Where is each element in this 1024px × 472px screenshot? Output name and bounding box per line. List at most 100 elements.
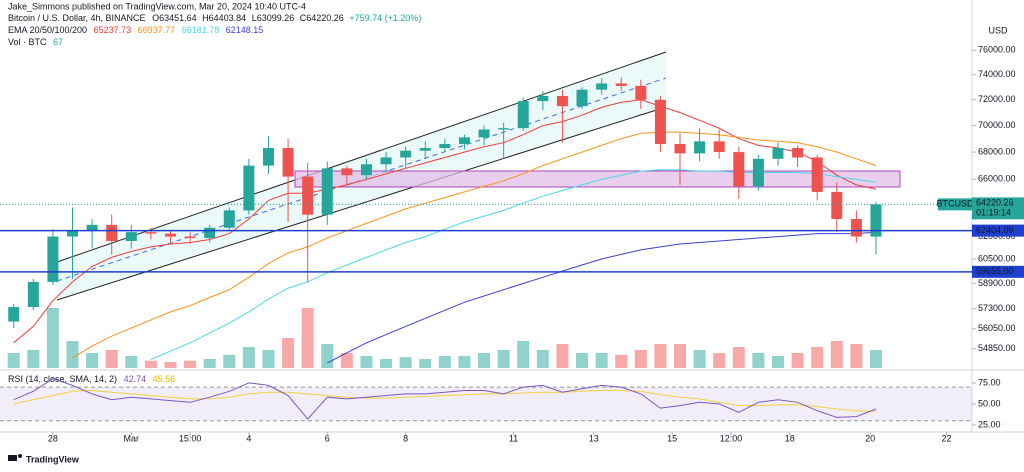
candle-body	[615, 83, 627, 86]
rsi-band	[0, 387, 972, 421]
candle-body	[223, 210, 235, 228]
volume-bar	[517, 341, 530, 368]
volume-bar	[321, 344, 334, 368]
candle-body	[596, 83, 608, 90]
volume-bar	[184, 360, 197, 368]
candle-body	[635, 85, 647, 100]
y-tick-label: 72000.00	[978, 94, 1016, 104]
candle-body	[341, 168, 353, 176]
ema-value: 62148.15	[226, 25, 264, 35]
candle-body	[243, 165, 255, 211]
candle-body	[556, 95, 568, 107]
legend-volume: Vol · BTC 67	[8, 37, 63, 47]
volume-bar	[732, 347, 745, 368]
volume-bar	[478, 353, 491, 368]
rsi-y-tick-label: 75.00	[978, 377, 1001, 387]
volume-bar	[458, 356, 471, 368]
volume-bar	[713, 353, 726, 368]
brand: TradingView	[26, 454, 80, 464]
legend-rsi: RSI (14, close, SMA, 14, 2) 42.74 45.56	[8, 374, 175, 384]
main-pane	[7, 77, 882, 368]
volume-bar	[497, 350, 510, 368]
y-tick-label: 70000.00	[978, 120, 1016, 130]
x-tick-label: 13	[589, 433, 599, 443]
y-tick-label: 66000.00	[978, 174, 1016, 184]
candle-body	[8, 307, 20, 322]
price-line-badge	[972, 224, 1024, 237]
volume-bar	[262, 350, 275, 368]
candle-body	[811, 157, 823, 192]
symbol-title: Bitcoin / U.S. Dollar, 4h, BINANCE	[8, 13, 146, 23]
candle-body	[419, 148, 431, 151]
legend-ema: EMA 20/50/100/200 65237.73 66937.77 6618…	[8, 25, 263, 35]
y-tick-label: 68000.00	[978, 146, 1016, 156]
last-price-label: 64220.26	[976, 198, 1014, 208]
candle-body	[106, 224, 118, 241]
volume-bar	[850, 344, 863, 368]
volume-value: 67	[53, 37, 63, 47]
symbol-badge	[938, 198, 972, 211]
x-tick-label: 15	[667, 433, 677, 443]
channel-middle	[56, 77, 667, 282]
candle-body	[654, 99, 666, 145]
volume-title: Vol · BTC	[8, 37, 47, 47]
candle-body	[262, 148, 274, 166]
candle-body	[27, 281, 39, 308]
x-tick-label: 12:00	[720, 433, 743, 443]
candle-body	[674, 144, 686, 154]
volume-bar	[752, 353, 765, 368]
rsi-y-tick-label: 50.00	[978, 398, 1001, 408]
volume-bar	[438, 356, 451, 368]
rsi-sma-value: 45.56	[153, 374, 176, 384]
volume-bar	[164, 362, 177, 368]
last-price-badge	[972, 197, 1024, 220]
volume-bar	[771, 356, 784, 368]
volume-bar	[399, 357, 412, 368]
candle-body	[164, 233, 176, 237]
volume-bar	[66, 341, 79, 368]
volume-bar	[301, 308, 314, 368]
x-tick-label: 8	[403, 433, 408, 443]
ema-title: EMA 20/50/100/200	[8, 25, 87, 35]
candle-body	[792, 148, 804, 158]
candle-body	[400, 150, 412, 158]
rsi-line	[13, 378, 877, 420]
y-tick-label: 54850.00	[978, 343, 1016, 353]
y-tick-label: 57300.00	[978, 303, 1016, 313]
quote-low: L63099.26	[252, 13, 295, 23]
volume-bar	[556, 344, 569, 368]
x-tick-label: 11	[509, 433, 518, 443]
candle-body	[576, 89, 588, 107]
candle-body	[694, 141, 706, 154]
x-tick-label: 22	[942, 433, 952, 443]
publisher: Jake_Simmons published on TradingView.co…	[8, 1, 306, 11]
price-line-badge	[972, 265, 1024, 278]
volume-bar	[380, 359, 393, 368]
x-tick-label: 18	[785, 433, 795, 443]
y-tick-label: 74000.00	[978, 69, 1016, 79]
candle-body	[282, 148, 294, 177]
brand-logo: TradingView	[8, 454, 80, 464]
candle-body	[380, 157, 392, 165]
x-tick-label: 15:00	[179, 433, 202, 443]
quote-close: C64220.26	[300, 13, 344, 23]
x-tick-label: 28	[48, 433, 58, 443]
rsi-value: 42.74	[124, 374, 147, 384]
volume-bar	[693, 350, 706, 368]
candle-body	[478, 129, 490, 138]
candle-body	[870, 204, 882, 237]
quote-open: O63451.64	[152, 13, 197, 23]
logo-mark	[8, 455, 17, 461]
candle-body	[125, 232, 137, 241]
candle-body	[752, 158, 764, 187]
candle-body	[145, 232, 157, 234]
rsi-y-tick-label: 25.00	[978, 419, 1001, 429]
candle-body	[458, 137, 470, 145]
volume-bar	[223, 354, 236, 368]
candle-body	[302, 176, 314, 215]
resistance-zone	[294, 170, 901, 188]
volume-bar	[674, 344, 687, 368]
candle-body	[772, 148, 784, 159]
volume-bar	[654, 344, 667, 368]
x-tick-label: 4	[246, 433, 251, 443]
